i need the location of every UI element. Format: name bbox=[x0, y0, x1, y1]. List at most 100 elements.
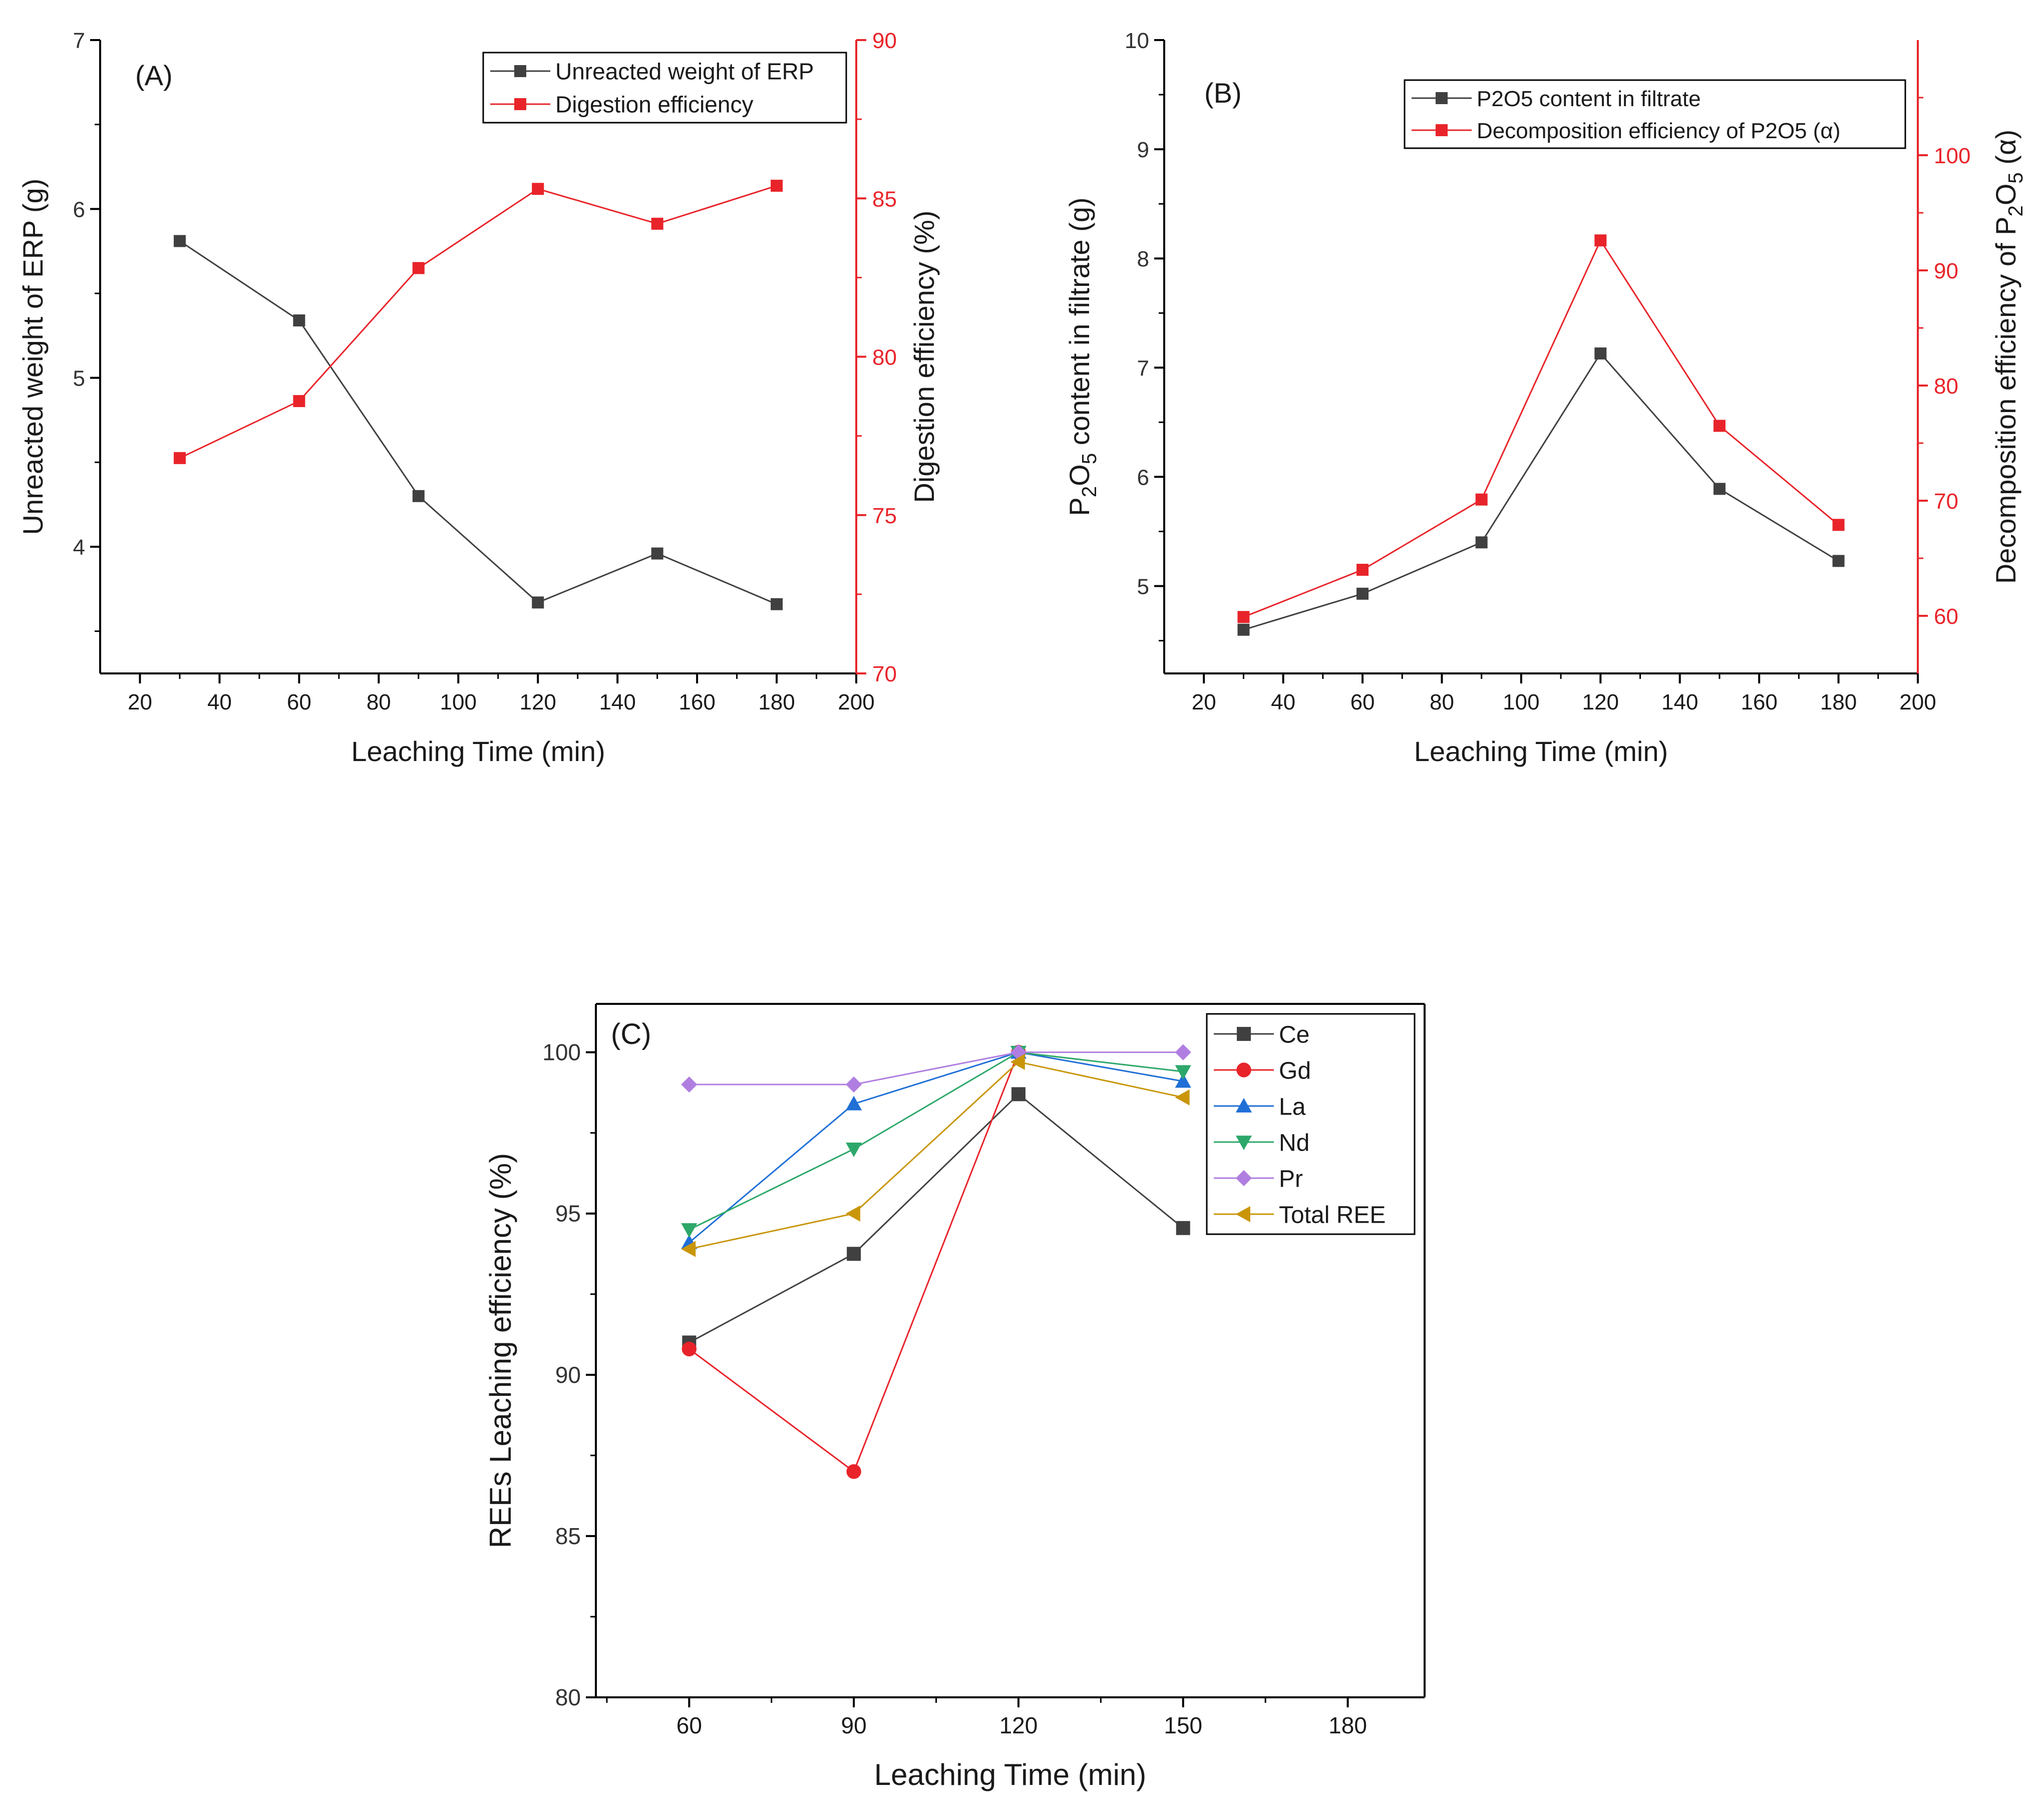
y-tick-label: 7 bbox=[1137, 356, 1149, 381]
y-tick-label: 5 bbox=[73, 367, 85, 391]
legend-marker bbox=[1237, 1027, 1251, 1041]
x-tick-label: 120 bbox=[1582, 690, 1619, 714]
data-point-total-ree bbox=[1010, 1053, 1025, 1070]
data-point-pr bbox=[846, 1076, 862, 1093]
x-tick-label: 180 bbox=[1328, 1712, 1367, 1738]
data-point-nd bbox=[681, 1223, 698, 1238]
x-tick-label: 60 bbox=[287, 690, 311, 714]
series-line-nd bbox=[689, 1051, 1183, 1231]
data-point-gd bbox=[682, 1341, 697, 1356]
x-tick-label: 200 bbox=[838, 690, 874, 714]
y2-tick-label: 60 bbox=[1934, 604, 1958, 629]
x-tick-label: 140 bbox=[1661, 690, 1698, 714]
x-tick-label: 160 bbox=[1741, 690, 1777, 714]
y-tick-label: 10 bbox=[1125, 29, 1149, 53]
legend-marker bbox=[1235, 1136, 1252, 1151]
x-tick-label: 60 bbox=[676, 1712, 702, 1738]
y2-axis-title: Digestion efficiency (%) bbox=[908, 210, 940, 503]
panel-c-chart: 60 90 120 150 180 80 85 90 95 100 Leaching Time (m… bbox=[484, 1003, 1426, 1791]
x-tick-label: 100 bbox=[1503, 690, 1539, 714]
data-point-p2o5-content-in-filtrate bbox=[1356, 587, 1369, 600]
data-point-decomposition-efficiency-of-p2o5- bbox=[1594, 234, 1607, 247]
series-line-ce bbox=[689, 1093, 1184, 1343]
data-point-total-ree bbox=[1175, 1089, 1190, 1106]
label-part: O bbox=[1064, 464, 1095, 486]
data-point-digestion-efficiency bbox=[771, 179, 783, 192]
x-tick-label: 20 bbox=[1192, 690, 1216, 714]
data-point-p2o5-content-in-filtrate bbox=[1237, 623, 1250, 636]
y-axis-title: REEs Leaching efficiency (%) bbox=[484, 1153, 517, 1548]
legend-marker bbox=[1235, 1098, 1252, 1113]
legend-label: Decomposition efficiency of P2O5 (α) bbox=[1477, 119, 1841, 143]
data-point-ce bbox=[847, 1247, 861, 1261]
x-tick-label: 180 bbox=[758, 690, 795, 714]
legend-box bbox=[1206, 1013, 1416, 1235]
y2-tick-label: 70 bbox=[872, 662, 897, 686]
y2-tick-label: 75 bbox=[872, 504, 897, 528]
y-tick-label: 8 bbox=[1137, 247, 1149, 271]
label-part: P bbox=[1064, 497, 1095, 516]
y-tick-label: 85 bbox=[555, 1523, 581, 1549]
x-tick-label: 80 bbox=[1430, 690, 1454, 714]
data-point-digestion-efficiency bbox=[532, 183, 544, 195]
y2-tick-label: 100 bbox=[1934, 144, 1970, 168]
series-line-la bbox=[689, 1051, 1184, 1243]
data-point-ce bbox=[1011, 1087, 1026, 1102]
data-point-p2o5-content-in-filtrate bbox=[1475, 536, 1488, 549]
x-tick-label: 200 bbox=[1899, 690, 1936, 714]
y2-tick-label: 80 bbox=[872, 345, 897, 370]
legend-label: Unreacted weight of ERP bbox=[555, 59, 814, 85]
legend-box bbox=[482, 52, 847, 124]
data-point-la bbox=[1175, 1073, 1191, 1088]
data-point-pr bbox=[681, 1076, 698, 1093]
data-point-total-ree bbox=[681, 1241, 696, 1257]
data-point-decomposition-efficiency-of-p2o5- bbox=[1237, 611, 1250, 623]
data-point-total-ree bbox=[846, 1205, 861, 1222]
data-point-p2o5-content-in-filtrate bbox=[1713, 483, 1726, 495]
data-point-pr bbox=[1175, 1044, 1191, 1060]
legend-label: P2O5 content in filtrate bbox=[1477, 87, 1701, 111]
x-tick-label: 20 bbox=[128, 690, 152, 714]
data-point-unreacted-weight-of-erp bbox=[651, 547, 663, 560]
legend-label: Nd bbox=[1279, 1130, 1309, 1156]
data-point-decomposition-efficiency-of-p2o5- bbox=[1356, 564, 1369, 576]
x-axis-title: Leaching Time (min) bbox=[351, 736, 605, 767]
x-axis-title: Leaching Time (min) bbox=[1414, 736, 1668, 767]
label-part: O bbox=[1990, 184, 2021, 206]
y2-tick-label: 90 bbox=[872, 29, 897, 53]
legend-box bbox=[1404, 79, 1906, 149]
series-line-total-ree bbox=[689, 1061, 1184, 1250]
legend-label: Total REE bbox=[1279, 1202, 1386, 1228]
y2-tick-label: 70 bbox=[1934, 489, 1958, 514]
label-subscript: 2 bbox=[1078, 486, 1101, 497]
label-part: (α) bbox=[1990, 130, 2021, 172]
data-point-nd bbox=[1175, 1065, 1191, 1080]
y-tick-label: 7 bbox=[73, 29, 85, 53]
y-axis-title: P2O5 content in filtrate (g) bbox=[1064, 197, 1101, 516]
legend-label: Pr bbox=[1279, 1166, 1303, 1192]
legend-marker bbox=[1436, 92, 1448, 104]
y2-tick-label: 90 bbox=[1934, 259, 1958, 283]
label-subscript: 2 bbox=[2004, 205, 2027, 216]
legend-label: Ce bbox=[1279, 1021, 1309, 1048]
data-point-nd bbox=[846, 1143, 862, 1157]
series-line-decomposition-efficiency-of-p2o5- bbox=[1243, 239, 1839, 618]
x-tick-label: 120 bbox=[999, 1712, 1038, 1738]
data-point-decomposition-efficiency-of-p2o5- bbox=[1832, 519, 1845, 531]
data-point-p2o5-content-in-filtrate bbox=[1832, 555, 1845, 567]
legend-marker bbox=[1235, 1170, 1252, 1187]
legend-marker bbox=[514, 98, 526, 110]
label-subscript: 5 bbox=[1078, 453, 1101, 464]
panel-label: (A) bbox=[135, 60, 173, 91]
data-point-digestion-efficiency bbox=[293, 395, 305, 408]
data-point-digestion-efficiency bbox=[173, 452, 186, 464]
data-point-unreacted-weight-of-erp bbox=[412, 490, 425, 502]
x-tick-label: 160 bbox=[678, 690, 715, 714]
series-line-p2o5-content-in-filtrate bbox=[1243, 352, 1839, 631]
panel-b-chart: 20 40 60 80 100 120 140 160 180 200 5 6 7 8 9 10 60 70 80 9… bbox=[1064, 29, 2027, 767]
x-tick-label: 180 bbox=[1820, 690, 1857, 714]
data-point-ce bbox=[1176, 1221, 1190, 1235]
x-tick-label: 140 bbox=[599, 690, 635, 714]
data-point-unreacted-weight-of-erp bbox=[771, 598, 783, 610]
x-tick-label: 100 bbox=[440, 690, 477, 714]
